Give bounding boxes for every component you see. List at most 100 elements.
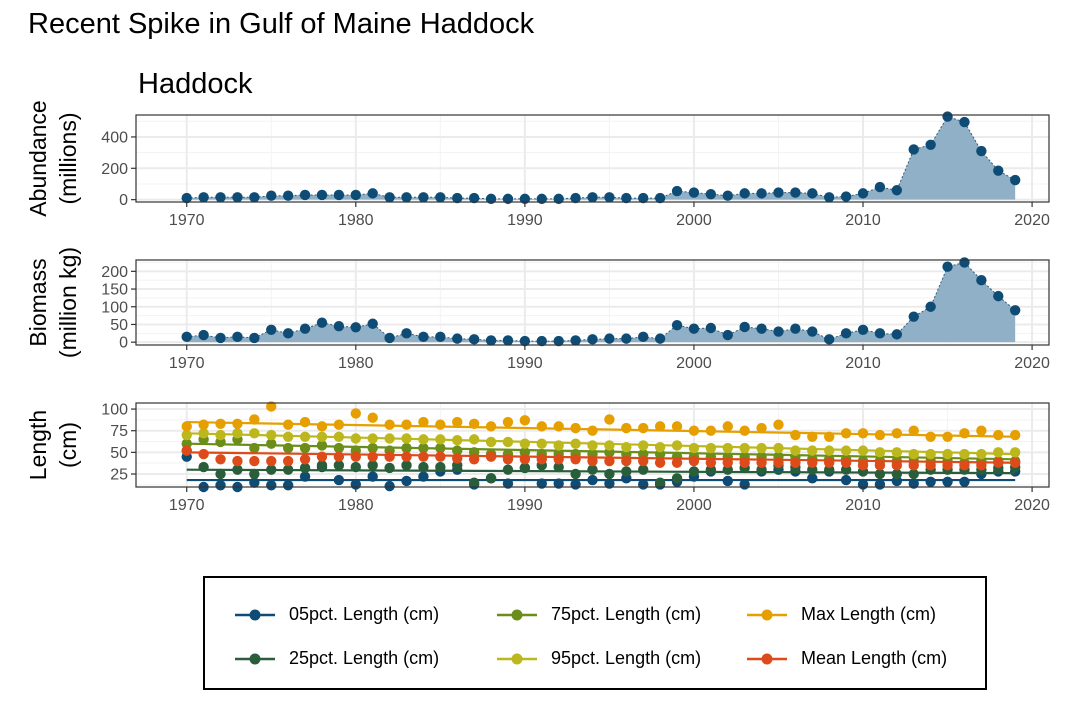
data-point — [418, 471, 428, 481]
data-point — [976, 460, 986, 470]
data-point — [875, 328, 885, 338]
data-point — [368, 413, 378, 423]
data-point — [317, 432, 327, 442]
data-point — [739, 188, 749, 198]
legend-label: Max Length (cm) — [801, 604, 936, 625]
data-point — [570, 469, 580, 479]
data-point — [418, 434, 428, 444]
data-point — [672, 320, 682, 330]
y-tick-label: 200 — [101, 161, 128, 178]
data-point — [300, 432, 310, 442]
data-point — [892, 329, 902, 339]
area-fill — [187, 262, 1015, 342]
data-point — [756, 188, 766, 198]
data-point — [1010, 305, 1020, 315]
data-point — [418, 417, 428, 427]
data-point — [756, 443, 766, 453]
legend-item: Max Length (cm) — [745, 604, 936, 625]
data-point — [351, 322, 361, 332]
data-point — [384, 481, 394, 491]
data-point — [553, 421, 563, 431]
data-point — [723, 421, 733, 431]
data-point — [689, 426, 699, 436]
data-point — [993, 291, 1003, 301]
data-point — [215, 469, 225, 479]
data-point — [959, 428, 969, 438]
legend-key-icon — [495, 649, 539, 669]
data-point — [435, 332, 445, 342]
data-point — [198, 462, 208, 472]
data-point — [824, 192, 834, 202]
data-point — [655, 458, 665, 468]
data-point — [283, 443, 293, 453]
x-tick-label: 2010 — [845, 355, 881, 372]
data-point — [452, 435, 462, 445]
data-point — [520, 415, 530, 425]
y-tick-label: 400 — [101, 129, 128, 146]
y-axis-label: (cm) — [55, 422, 81, 468]
data-point — [723, 330, 733, 340]
data-point — [469, 419, 479, 429]
data-point — [587, 456, 597, 466]
data-point — [638, 456, 648, 466]
data-point — [435, 419, 445, 429]
data-point — [655, 442, 665, 452]
data-point — [469, 454, 479, 464]
legend-label: 75pct. Length (cm) — [551, 604, 701, 625]
data-point — [469, 477, 479, 487]
data-point — [418, 332, 428, 342]
data-point — [215, 333, 225, 343]
data-point — [942, 460, 952, 470]
data-point — [723, 476, 733, 486]
data-point — [672, 440, 682, 450]
legend-item: 75pct. Length (cm) — [495, 604, 701, 625]
data-point — [892, 460, 902, 470]
data-point — [621, 423, 631, 433]
legend-item: 95pct. Length (cm) — [495, 648, 701, 669]
data-point — [503, 437, 513, 447]
data-point — [756, 324, 766, 334]
data-point — [689, 456, 699, 466]
data-point — [976, 426, 986, 436]
data-point — [858, 188, 868, 198]
data-point — [858, 428, 868, 438]
data-point — [706, 443, 716, 453]
data-point — [858, 445, 868, 455]
legend-item: Mean Length (cm) — [745, 648, 947, 669]
data-point — [672, 186, 682, 196]
panel-1: 1970 1980 1990 2000 2010 2020 0 200 400 Abundance… — [25, 100, 1050, 229]
data-point — [266, 430, 276, 440]
data-point — [198, 449, 208, 459]
data-point — [773, 419, 783, 429]
data-point — [807, 458, 817, 468]
data-point — [334, 451, 344, 461]
data-point — [959, 117, 969, 127]
x-tick-label: 2020 — [1014, 212, 1050, 229]
data-point — [942, 111, 952, 121]
data-point — [739, 322, 749, 332]
data-point — [384, 463, 394, 473]
data-point — [790, 458, 800, 468]
data-point — [773, 443, 783, 453]
data-point — [892, 447, 902, 457]
data-point — [875, 182, 885, 192]
data-point — [587, 426, 597, 436]
data-point — [925, 477, 935, 487]
x-tick-label: 1970 — [169, 212, 205, 229]
data-point — [215, 454, 225, 464]
area-outline — [187, 117, 1015, 199]
data-point — [182, 421, 192, 431]
x-tick-label: 2020 — [1014, 497, 1050, 514]
data-point — [300, 454, 310, 464]
data-point — [909, 449, 919, 459]
data-point — [976, 146, 986, 156]
data-point — [486, 335, 496, 345]
data-point — [976, 275, 986, 285]
data-point — [351, 190, 361, 200]
data-point — [351, 408, 361, 418]
data-point — [469, 434, 479, 444]
data-point — [266, 456, 276, 466]
data-point — [807, 326, 817, 336]
data-point — [215, 192, 225, 202]
data-point — [604, 456, 614, 466]
